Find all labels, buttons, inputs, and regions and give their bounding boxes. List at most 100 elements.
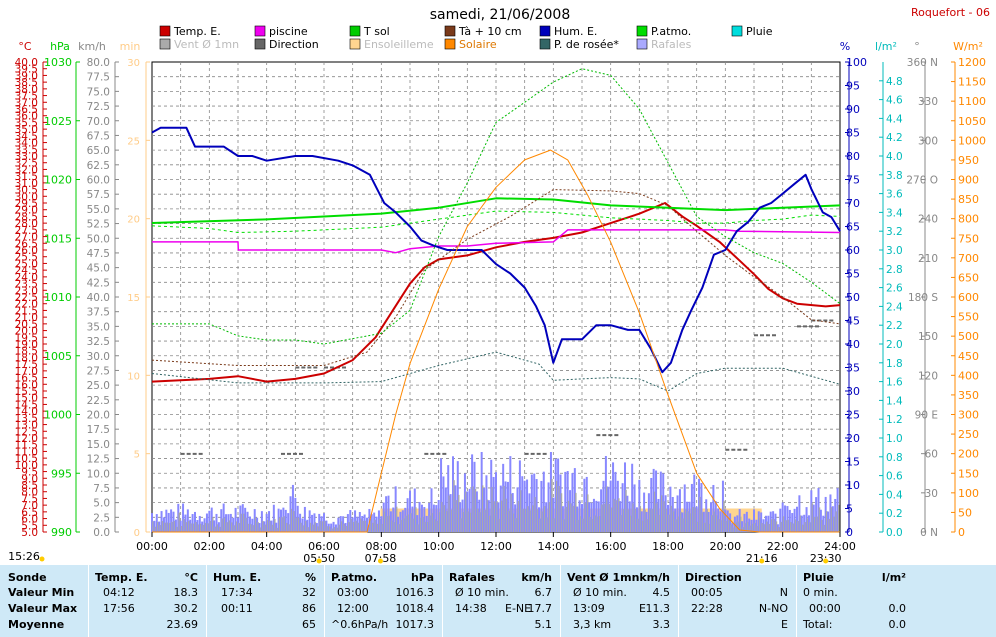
time-mark-label: 15:26	[8, 550, 40, 563]
temp-tick-label: 8.0	[21, 487, 38, 499]
rain-tick-label: 3.6	[886, 189, 903, 201]
summary-time: 17:34	[221, 586, 253, 599]
temp-tick-label: 29.0	[15, 205, 38, 217]
temp-tick-label: 40.0	[15, 57, 38, 69]
temp-tick-label: 7.0	[21, 500, 38, 512]
summary-col-temp: Temp. E. °C 04:12 17:56 18.3 30.2 23.69	[88, 565, 206, 637]
legend-label: Vent Ø 1mn	[174, 38, 239, 51]
hum-tick-label: 65	[846, 221, 860, 234]
hum-tick-label: 55	[846, 268, 860, 281]
x-tick-label: 04:00	[251, 540, 283, 553]
press-tick-label: 1010	[44, 291, 72, 304]
wind-tick-label: 80.0	[87, 57, 110, 69]
wind-tick-label: 70.0	[87, 116, 110, 128]
press-tick-label: 1020	[44, 174, 72, 187]
rain-tick-label: 3.4	[886, 207, 903, 219]
solar-tick-label: 400	[958, 369, 979, 382]
summary-unit: °C	[184, 571, 198, 584]
rain-tick-label: 2.8	[886, 264, 903, 276]
summary-col-direction: Direction 00:05 22:28 N N-NO E	[678, 565, 796, 637]
temp-tick-label: 7.5	[21, 493, 38, 505]
wind-tick-label: 0.0	[93, 527, 110, 539]
summary-unit: %	[304, 571, 316, 584]
legend-label: T sol	[363, 25, 390, 38]
temp-tick-label: 11.5	[15, 440, 38, 452]
x-tick-label: 16:00	[595, 540, 627, 553]
temp-tick-label: 6.5	[21, 507, 38, 519]
temp-tick-label: 32.5	[15, 158, 38, 170]
press-axis-unit: hPa	[50, 40, 70, 53]
temp-tick-label: 10.0	[15, 460, 38, 472]
temp-tick-label: 16.5	[15, 373, 38, 385]
x-tick-label: 06:00	[308, 540, 340, 553]
summary-header: Pluie	[803, 571, 834, 584]
temp-tick-label: 9.0	[21, 473, 38, 485]
legend-item: Rafales	[636, 38, 692, 51]
temp-tick-label: 20.5	[15, 319, 38, 331]
solar-tick-label: 1050	[958, 115, 986, 128]
summary-header: P.atmo.	[331, 571, 378, 584]
temp-tick-label: 26.5	[15, 238, 38, 250]
axes: °C40.039.539.038.538.037.537.036.536.035…	[15, 40, 986, 539]
wind-tick-label: 47.5	[87, 248, 110, 260]
wind-tick-label: 40.0	[87, 292, 110, 304]
solar-tick-label: 650	[958, 271, 979, 284]
legend-item: Tà + 10 cm	[444, 25, 522, 38]
temp-tick-label: 20.0	[15, 326, 38, 338]
legend-swatch	[731, 25, 743, 37]
sunmin-tick-label: 25	[127, 136, 140, 147]
summary-time: 12:00	[337, 602, 369, 615]
summary-time: 00:05	[691, 586, 723, 599]
summary-header: Vent Ø 1mn	[567, 571, 640, 584]
rain-tick-label: 4.8	[886, 76, 903, 88]
hum-tick-label: 35	[846, 362, 860, 375]
temp-tick-label: 27.0	[15, 232, 38, 244]
legend-label: Solaire	[459, 38, 497, 51]
wind-tick-label: 45.0	[87, 263, 110, 275]
rain-tick-label: 3.0	[886, 245, 903, 257]
press-tick-label: 995	[51, 467, 72, 480]
wind-tick-label: 25.0	[87, 380, 110, 392]
press-tick-label: 1030	[44, 56, 72, 69]
summary-header: Sonde	[8, 571, 47, 584]
legend-label: Ensoleilleme	[364, 38, 434, 51]
rain-tick-label: 1.0	[886, 433, 903, 445]
summary-value: N	[779, 586, 788, 599]
summary-time: 04:12	[103, 586, 135, 599]
dir-tick-label: 270 O	[906, 175, 938, 187]
sun-marker-icon	[759, 558, 765, 564]
legend-swatch	[636, 25, 648, 37]
summary-header: Hum. E.	[213, 571, 262, 584]
summary-value: 3.3	[652, 618, 671, 631]
dir-tick-label: 120	[918, 370, 938, 382]
wind-tick-label: 60.0	[87, 175, 110, 187]
dir-tick-label: 150	[918, 331, 938, 343]
temp-tick-label: 22.0	[15, 299, 38, 311]
temp-tick-label: 24.0	[15, 272, 38, 284]
temp-tick-label: 35.5	[15, 117, 38, 129]
legend-item: P. de rosée*	[539, 38, 619, 51]
temp-tick-label: 15.0	[15, 393, 38, 405]
solar-tick-label: 1000	[958, 134, 986, 147]
wind-tick-label: 10.0	[87, 468, 110, 480]
row-label: Moyenne	[8, 618, 65, 631]
summary-value: 1017.3	[395, 618, 435, 631]
wind-tick-label: 77.5	[87, 72, 110, 84]
temp-tick-label: 13.0	[15, 420, 38, 432]
temp-tick-label: 31.5	[15, 171, 38, 183]
summary-col-vent: Vent Ø 1mn km/h Ø 10 min. 13:09 3,3 km E…	[560, 565, 678, 637]
temp-tick-label: 8.5	[21, 480, 38, 492]
hum-tick-label: 40	[846, 338, 860, 351]
temp-tick-label: 19.5	[15, 332, 38, 344]
temp-tick-label: 28.5	[15, 211, 38, 223]
dir-tick-label: 30	[925, 488, 938, 500]
station-name[interactable]: Roquefort - 06	[911, 6, 990, 19]
row-label: Valeur Min	[8, 586, 75, 599]
temp-axis-unit: °C	[18, 40, 32, 53]
summary-value: 0.0	[888, 602, 907, 615]
summary-time: 13:09	[573, 602, 605, 615]
solar-axis-unit: W/m²	[953, 40, 983, 53]
series-temp-line	[151, 202, 841, 383]
wind-tick-label: 35.0	[87, 321, 110, 333]
summary-value: 65	[302, 618, 316, 631]
